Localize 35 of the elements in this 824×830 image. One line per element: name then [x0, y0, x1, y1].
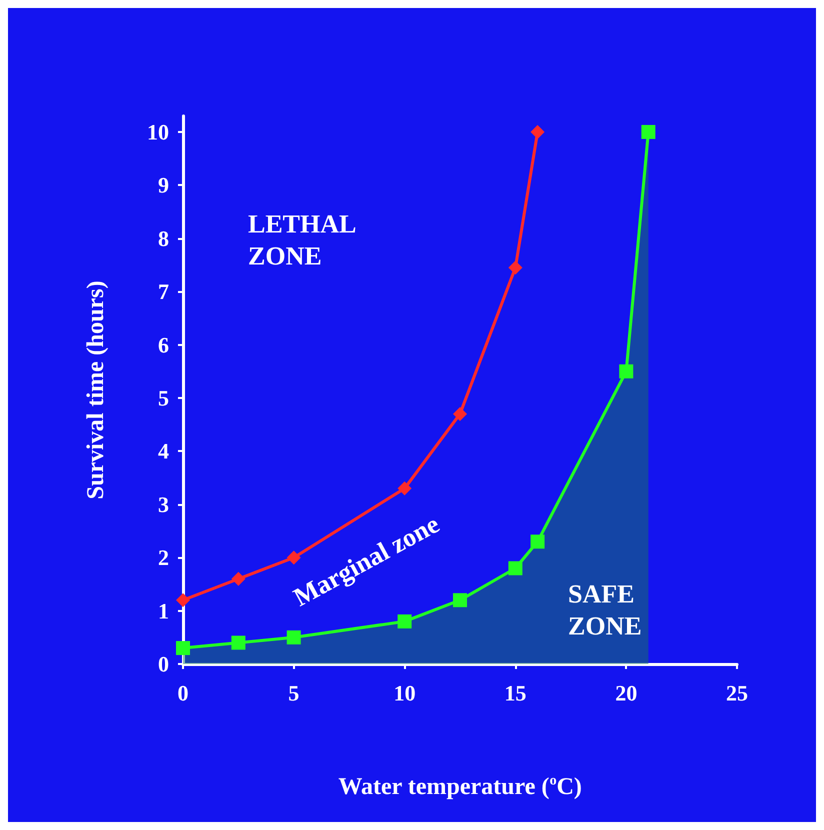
point [286, 630, 301, 644]
point [231, 572, 246, 586]
x-tick-label: 25 [726, 680, 748, 706]
x-tick-label: 10 [394, 680, 416, 706]
x-tick-label: 20 [615, 680, 638, 706]
point [530, 124, 545, 139]
point [398, 481, 412, 496]
y-tick-label: 0 [158, 652, 169, 676]
y-axis-title: Survival time (hours) [83, 280, 109, 500]
y-tick-label: 4 [158, 438, 169, 464]
point [176, 593, 190, 608]
point [453, 593, 467, 608]
y-tick-label: 7 [158, 279, 169, 304]
point [508, 561, 522, 576]
y-tick-label: 9 [158, 172, 169, 198]
y-tick-label: 3 [158, 492, 169, 517]
y-tick-label: 2 [158, 545, 169, 570]
point [641, 124, 656, 139]
point [398, 614, 412, 628]
annotation: LETHAL ZONE [248, 210, 356, 270]
point [176, 641, 190, 656]
point [508, 260, 522, 275]
y-tick-label: 10 [147, 119, 169, 144]
y-tick-label: 5 [158, 385, 169, 410]
x-tick-label: 0 [178, 680, 188, 706]
x-tick-label: 5 [288, 680, 300, 706]
point [453, 406, 467, 421]
x-tick-label: 15 [504, 680, 526, 706]
annotation: SAFE ZONE [568, 580, 642, 640]
y-tick-label: 8 [158, 226, 169, 251]
y-tick-label: 1 [158, 598, 169, 624]
point [530, 534, 545, 549]
point [231, 636, 246, 650]
y-tick-label: 6 [158, 332, 169, 358]
point [619, 364, 634, 378]
